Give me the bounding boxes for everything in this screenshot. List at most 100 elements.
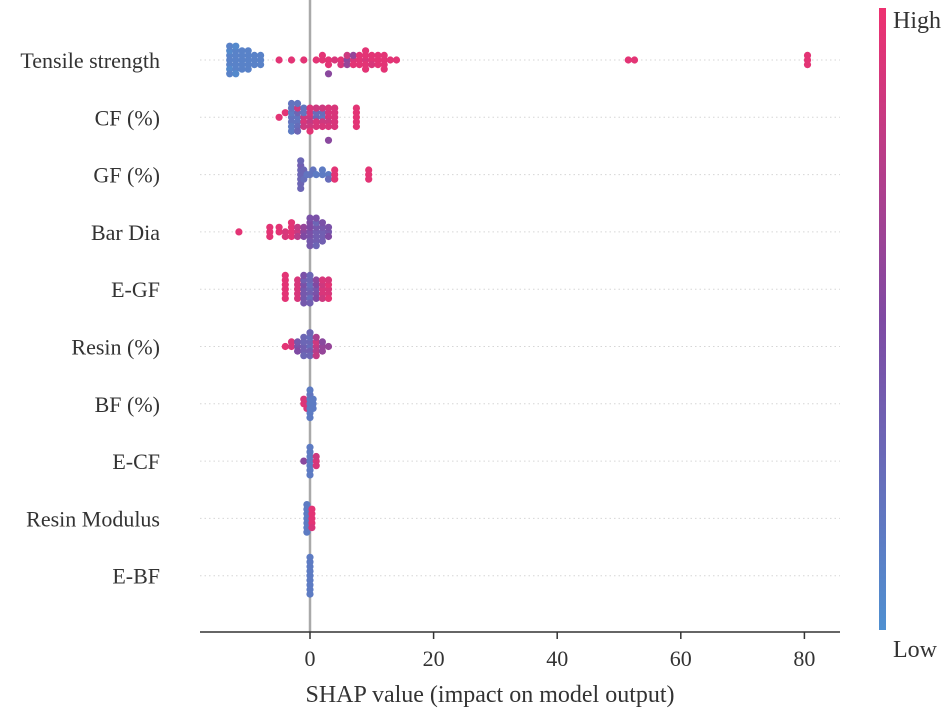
- point-e-gf-4: [281, 294, 289, 302]
- data-points: [226, 42, 812, 598]
- point-tensile-strength-63: [380, 51, 388, 60]
- point-tensile-strength-30: [275, 56, 283, 64]
- point-resin-15: [306, 352, 314, 360]
- point-cf-40: [324, 104, 333, 112]
- point-bar-dia-17: [300, 232, 308, 241]
- point-gf-6: [297, 184, 305, 192]
- x-axis-label: SHAP value (impact on model output): [305, 682, 674, 708]
- colorbar-low-label: Low: [893, 637, 938, 663]
- feature-label-e-bf: E-BF: [112, 564, 160, 589]
- point-bar-dia-23: [306, 214, 314, 222]
- point-tensile-strength-50: [355, 61, 363, 69]
- point-resin-10: [300, 352, 308, 360]
- point-cf-1: [281, 109, 289, 117]
- point-cf-19: [300, 104, 308, 112]
- point-bar-dia-24: [306, 242, 314, 250]
- point-tensile-strength-39: [331, 56, 339, 64]
- point-bf-13: [309, 404, 317, 412]
- point-tensile-strength-65: [380, 65, 388, 73]
- point-bar-dia-31: [312, 242, 320, 250]
- feature-label-e-cf: E-CF: [112, 449, 160, 474]
- point-tensile-strength-58: [368, 61, 376, 69]
- point-cf-20: [300, 122, 308, 131]
- point-e-cf-7: [306, 471, 314, 479]
- x-axis: 0 20 40 60 80: [200, 631, 840, 671]
- row-gridlines: [200, 59, 840, 577]
- point-bar-dia-16: [300, 223, 308, 231]
- point-tensile-strength-29: [257, 61, 265, 69]
- point-gf-17: [324, 175, 333, 183]
- point-cf-52: [352, 122, 360, 131]
- point-gf-19: [331, 166, 339, 174]
- x-tick-label-40: 40: [546, 646, 568, 671]
- colorbar-high-label: High: [893, 8, 941, 34]
- point-e-gf-29: [312, 294, 320, 302]
- point-tensile-strength-35: [318, 51, 326, 60]
- point-bar-dia-10: [287, 232, 296, 241]
- point-bar-dia-35: [318, 219, 326, 227]
- point-cf-30: [312, 104, 320, 112]
- point-e-cf-10: [312, 462, 320, 470]
- point-tensile-strength-67: [392, 56, 401, 64]
- point-tensile-strength-47: [349, 61, 357, 69]
- x-tick-label-20: 20: [423, 646, 445, 671]
- point-cf-51: [352, 104, 360, 112]
- feature-label-bar-dia: Bar Dia: [91, 220, 160, 245]
- point-tensile-strength-54: [362, 47, 370, 55]
- point-cf-36: [318, 122, 326, 131]
- point-cf-15: [294, 127, 302, 135]
- point-resin-23: [318, 338, 326, 346]
- point-resin-20: [312, 333, 320, 341]
- point-gf-22: [365, 166, 373, 174]
- point-resin-0: [281, 342, 289, 351]
- point-gf-15: [318, 166, 326, 174]
- point-tensile-strength-17: [238, 47, 246, 55]
- point-gf-5: [297, 157, 305, 165]
- point-resin-25: [324, 342, 333, 351]
- feature-label-cf: CF (%): [95, 105, 160, 130]
- point-resin-5: [294, 338, 302, 346]
- point-resin-modulus-5: [303, 501, 311, 509]
- point-bar-dia-7: [281, 232, 289, 241]
- point-tensile-strength-31: [287, 56, 296, 64]
- point-tensile-strength-32: [300, 56, 308, 64]
- point-cf-0: [275, 113, 283, 121]
- point-e-bf-7: [306, 553, 314, 561]
- point-tensile-strength-46: [349, 51, 357, 60]
- feature-labels: Tensile strength CF (%) GF (%) Bar Dia E-GF R…: [20, 48, 160, 589]
- x-tick-label-0: 0: [305, 646, 316, 671]
- feature-label-bf: BF (%): [95, 392, 160, 417]
- point-bar-dia-38: [324, 223, 333, 231]
- point-e-gf-33: [318, 276, 326, 284]
- point-tensile-strength-55: [362, 65, 370, 73]
- point-e-bf-8: [306, 590, 314, 598]
- feature-label-e-gf: E-GF: [111, 277, 160, 302]
- point-tensile-strength-25: [250, 51, 258, 60]
- point-resin-16: [306, 329, 314, 337]
- point-e-gf-10: [294, 294, 302, 302]
- colorbar-gradient: [879, 8, 886, 630]
- point-e-gf-9: [294, 276, 302, 284]
- point-e-gf-24: [306, 299, 314, 307]
- point-tensile-strength-66: [386, 56, 394, 64]
- point-e-gf-28: [312, 276, 320, 284]
- point-resin-modulus-6: [303, 528, 311, 536]
- feature-label-resin-modulus: Resin Modulus: [26, 506, 160, 531]
- point-bar-dia-5: [275, 223, 283, 231]
- point-tensile-strength-43: [343, 51, 351, 60]
- point-tensile-strength-49: [355, 51, 363, 60]
- point-tensile-strength-60: [374, 51, 382, 60]
- point-tensile-strength-41: [337, 61, 345, 69]
- point-tensile-strength-6: [226, 70, 234, 78]
- point-cf-41: [324, 122, 333, 131]
- point-resin-24: [318, 347, 326, 355]
- point-e-gf-38: [324, 276, 333, 284]
- point-tensile-strength-38: [324, 70, 333, 78]
- point-bar-dia-0: [235, 228, 243, 236]
- point-tensile-strength-33: [312, 56, 320, 64]
- point-tensile-strength-5: [226, 42, 234, 50]
- point-bar-dia-3: [266, 232, 274, 241]
- point-e-gf-16: [300, 271, 308, 279]
